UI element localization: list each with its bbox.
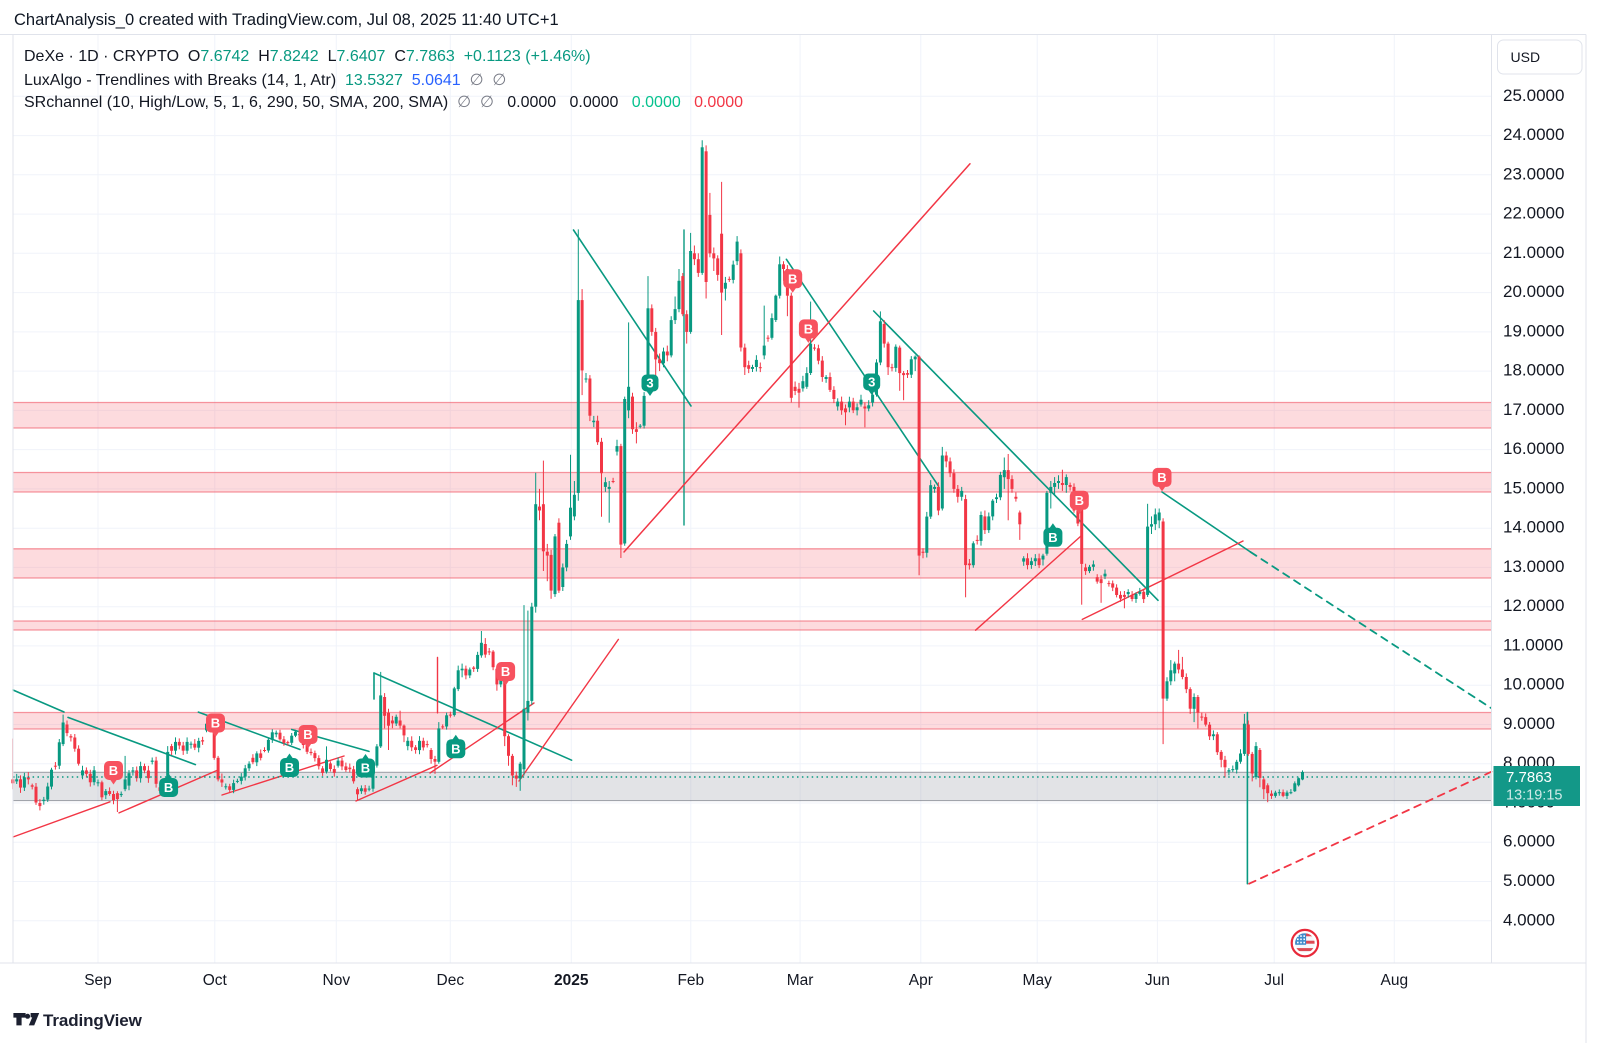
svg-text:23.0000: 23.0000 xyxy=(1503,164,1564,183)
svg-text:Aug: Aug xyxy=(1381,972,1409,989)
svg-text:B: B xyxy=(804,322,813,337)
svg-text:3: 3 xyxy=(646,376,653,391)
svg-text:20.0000: 20.0000 xyxy=(1503,282,1564,301)
svg-text:B: B xyxy=(1075,493,1084,508)
svg-text:Apr: Apr xyxy=(909,972,933,989)
svg-text:Sep: Sep xyxy=(84,972,112,989)
svg-text:24.0000: 24.0000 xyxy=(1503,125,1564,144)
svg-text:Mar: Mar xyxy=(787,972,814,989)
svg-text:12.0000: 12.0000 xyxy=(1503,596,1564,615)
svg-text:13.0000: 13.0000 xyxy=(1503,557,1564,576)
svg-text:USD: USD xyxy=(1511,49,1541,65)
svg-text:Feb: Feb xyxy=(677,972,704,989)
svg-text:5.0000: 5.0000 xyxy=(1503,871,1555,890)
svg-text:B: B xyxy=(451,741,460,756)
svg-text:15.0000: 15.0000 xyxy=(1503,478,1564,497)
svg-text:22.0000: 22.0000 xyxy=(1503,204,1564,223)
svg-text:Oct: Oct xyxy=(203,972,228,989)
svg-text:2025: 2025 xyxy=(554,972,589,989)
svg-text:11.0000: 11.0000 xyxy=(1503,635,1563,654)
svg-text:B: B xyxy=(211,716,220,731)
svg-text:10.0000: 10.0000 xyxy=(1503,675,1564,694)
svg-text:B: B xyxy=(788,271,797,286)
svg-text:B: B xyxy=(1157,470,1166,485)
svg-text:B: B xyxy=(164,780,173,795)
svg-text:6.0000: 6.0000 xyxy=(1503,832,1555,851)
svg-text:16.0000: 16.0000 xyxy=(1503,439,1564,458)
svg-text:May: May xyxy=(1023,972,1053,989)
svg-text:19.0000: 19.0000 xyxy=(1503,321,1564,340)
svg-text:Jul: Jul xyxy=(1264,972,1284,989)
svg-text:21.0000: 21.0000 xyxy=(1503,243,1564,262)
svg-text:17.0000: 17.0000 xyxy=(1503,400,1564,419)
svg-text:B: B xyxy=(361,761,370,776)
svg-text:B: B xyxy=(285,760,294,775)
svg-text:4.0000: 4.0000 xyxy=(1503,910,1555,929)
svg-text:B: B xyxy=(303,727,312,742)
svg-text:14.0000: 14.0000 xyxy=(1503,518,1564,537)
svg-text:Jun: Jun xyxy=(1145,972,1170,989)
svg-text:B: B xyxy=(109,763,118,778)
svg-text:9.0000: 9.0000 xyxy=(1503,714,1555,733)
svg-text:B: B xyxy=(501,664,510,679)
svg-text:B: B xyxy=(1048,530,1057,545)
svg-text:25.0000: 25.0000 xyxy=(1503,86,1564,105)
svg-text:3: 3 xyxy=(868,375,875,390)
svg-text:13:19:15: 13:19:15 xyxy=(1506,788,1562,804)
svg-text:18.0000: 18.0000 xyxy=(1503,361,1564,380)
svg-text:7.7863: 7.7863 xyxy=(1506,769,1552,786)
svg-text:Nov: Nov xyxy=(323,972,351,989)
svg-text:Dec: Dec xyxy=(437,972,465,989)
